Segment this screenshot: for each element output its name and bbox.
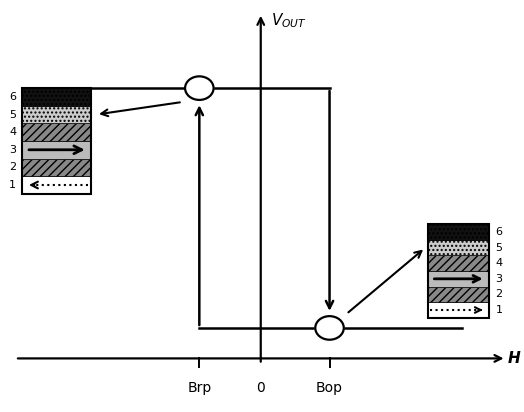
Text: 2: 2 (495, 289, 503, 300)
Bar (23, 88, 91, 194)
Text: 1: 1 (9, 180, 16, 190)
Text: 6: 6 (9, 92, 16, 102)
Bar (428, 271, 489, 287)
Bar (23, 176, 91, 194)
Circle shape (185, 76, 214, 100)
Circle shape (315, 316, 344, 340)
Text: $V_{OUT}$: $V_{OUT}$ (270, 11, 307, 30)
Text: H: H (507, 351, 520, 366)
Text: 5: 5 (495, 243, 503, 253)
Bar (23, 106, 91, 123)
Text: 2: 2 (9, 162, 16, 172)
Text: Brp: Brp (187, 381, 212, 395)
Text: 3: 3 (495, 274, 503, 284)
Bar (23, 141, 91, 159)
Text: 3: 3 (9, 145, 16, 155)
Bar (428, 224, 489, 240)
Text: 4: 4 (9, 127, 16, 137)
Bar (428, 240, 489, 255)
Text: 0: 0 (256, 381, 265, 395)
Bar (428, 224, 489, 318)
Bar (23, 123, 91, 141)
Bar (23, 159, 91, 176)
Bar (428, 287, 489, 302)
Text: 5: 5 (9, 110, 16, 119)
Bar (23, 88, 91, 106)
Text: 6: 6 (495, 227, 503, 237)
Text: Bop: Bop (316, 381, 343, 395)
Text: 4: 4 (495, 258, 503, 268)
Bar (428, 302, 489, 318)
Text: 1: 1 (495, 305, 503, 315)
Bar (428, 255, 489, 271)
